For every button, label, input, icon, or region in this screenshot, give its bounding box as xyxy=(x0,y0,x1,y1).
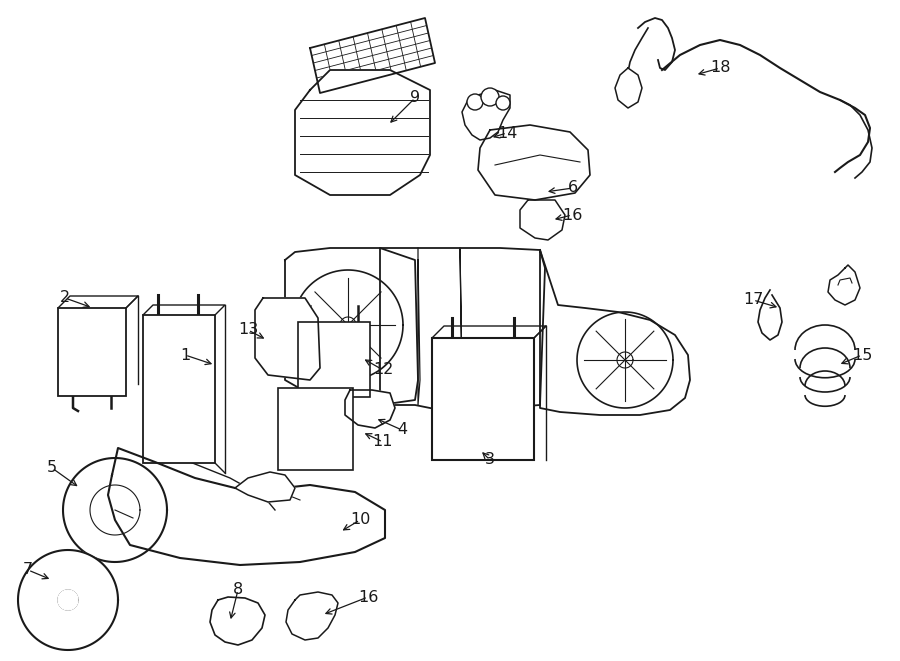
Text: 1: 1 xyxy=(180,348,190,362)
Text: 12: 12 xyxy=(373,362,393,377)
Text: 8: 8 xyxy=(233,582,243,598)
Polygon shape xyxy=(63,458,167,562)
Polygon shape xyxy=(285,248,418,405)
Bar xyxy=(298,322,370,397)
Bar xyxy=(58,308,126,396)
Text: 16: 16 xyxy=(358,590,378,605)
Text: 4: 4 xyxy=(397,422,407,438)
Polygon shape xyxy=(210,597,265,645)
Bar xyxy=(432,338,534,460)
Text: 7: 7 xyxy=(22,563,33,578)
Text: 5: 5 xyxy=(47,461,57,475)
Text: 17: 17 xyxy=(742,293,763,307)
Text: 6: 6 xyxy=(568,180,578,196)
Polygon shape xyxy=(286,592,338,640)
Text: 13: 13 xyxy=(238,323,258,338)
Text: 14: 14 xyxy=(497,126,518,141)
Text: 10: 10 xyxy=(350,512,370,527)
Bar xyxy=(278,388,353,470)
Polygon shape xyxy=(18,550,118,650)
Text: 15: 15 xyxy=(851,348,872,362)
Polygon shape xyxy=(615,68,642,108)
Polygon shape xyxy=(462,90,510,140)
Text: 3: 3 xyxy=(485,453,495,467)
Circle shape xyxy=(481,88,499,106)
Text: 18: 18 xyxy=(710,61,730,75)
Polygon shape xyxy=(828,265,860,305)
Text: 9: 9 xyxy=(410,91,420,106)
Polygon shape xyxy=(295,70,430,195)
Polygon shape xyxy=(235,472,295,502)
Text: 11: 11 xyxy=(373,434,393,449)
Text: 2: 2 xyxy=(60,290,70,305)
Polygon shape xyxy=(108,448,385,565)
Text: 16: 16 xyxy=(562,208,582,223)
Polygon shape xyxy=(540,250,690,415)
Polygon shape xyxy=(520,200,565,240)
Circle shape xyxy=(496,96,510,110)
Polygon shape xyxy=(478,125,590,200)
Polygon shape xyxy=(345,390,395,428)
Polygon shape xyxy=(310,18,435,93)
Bar xyxy=(143,315,215,463)
Polygon shape xyxy=(58,590,78,610)
Polygon shape xyxy=(255,298,320,380)
Circle shape xyxy=(467,94,483,110)
Polygon shape xyxy=(380,248,545,410)
